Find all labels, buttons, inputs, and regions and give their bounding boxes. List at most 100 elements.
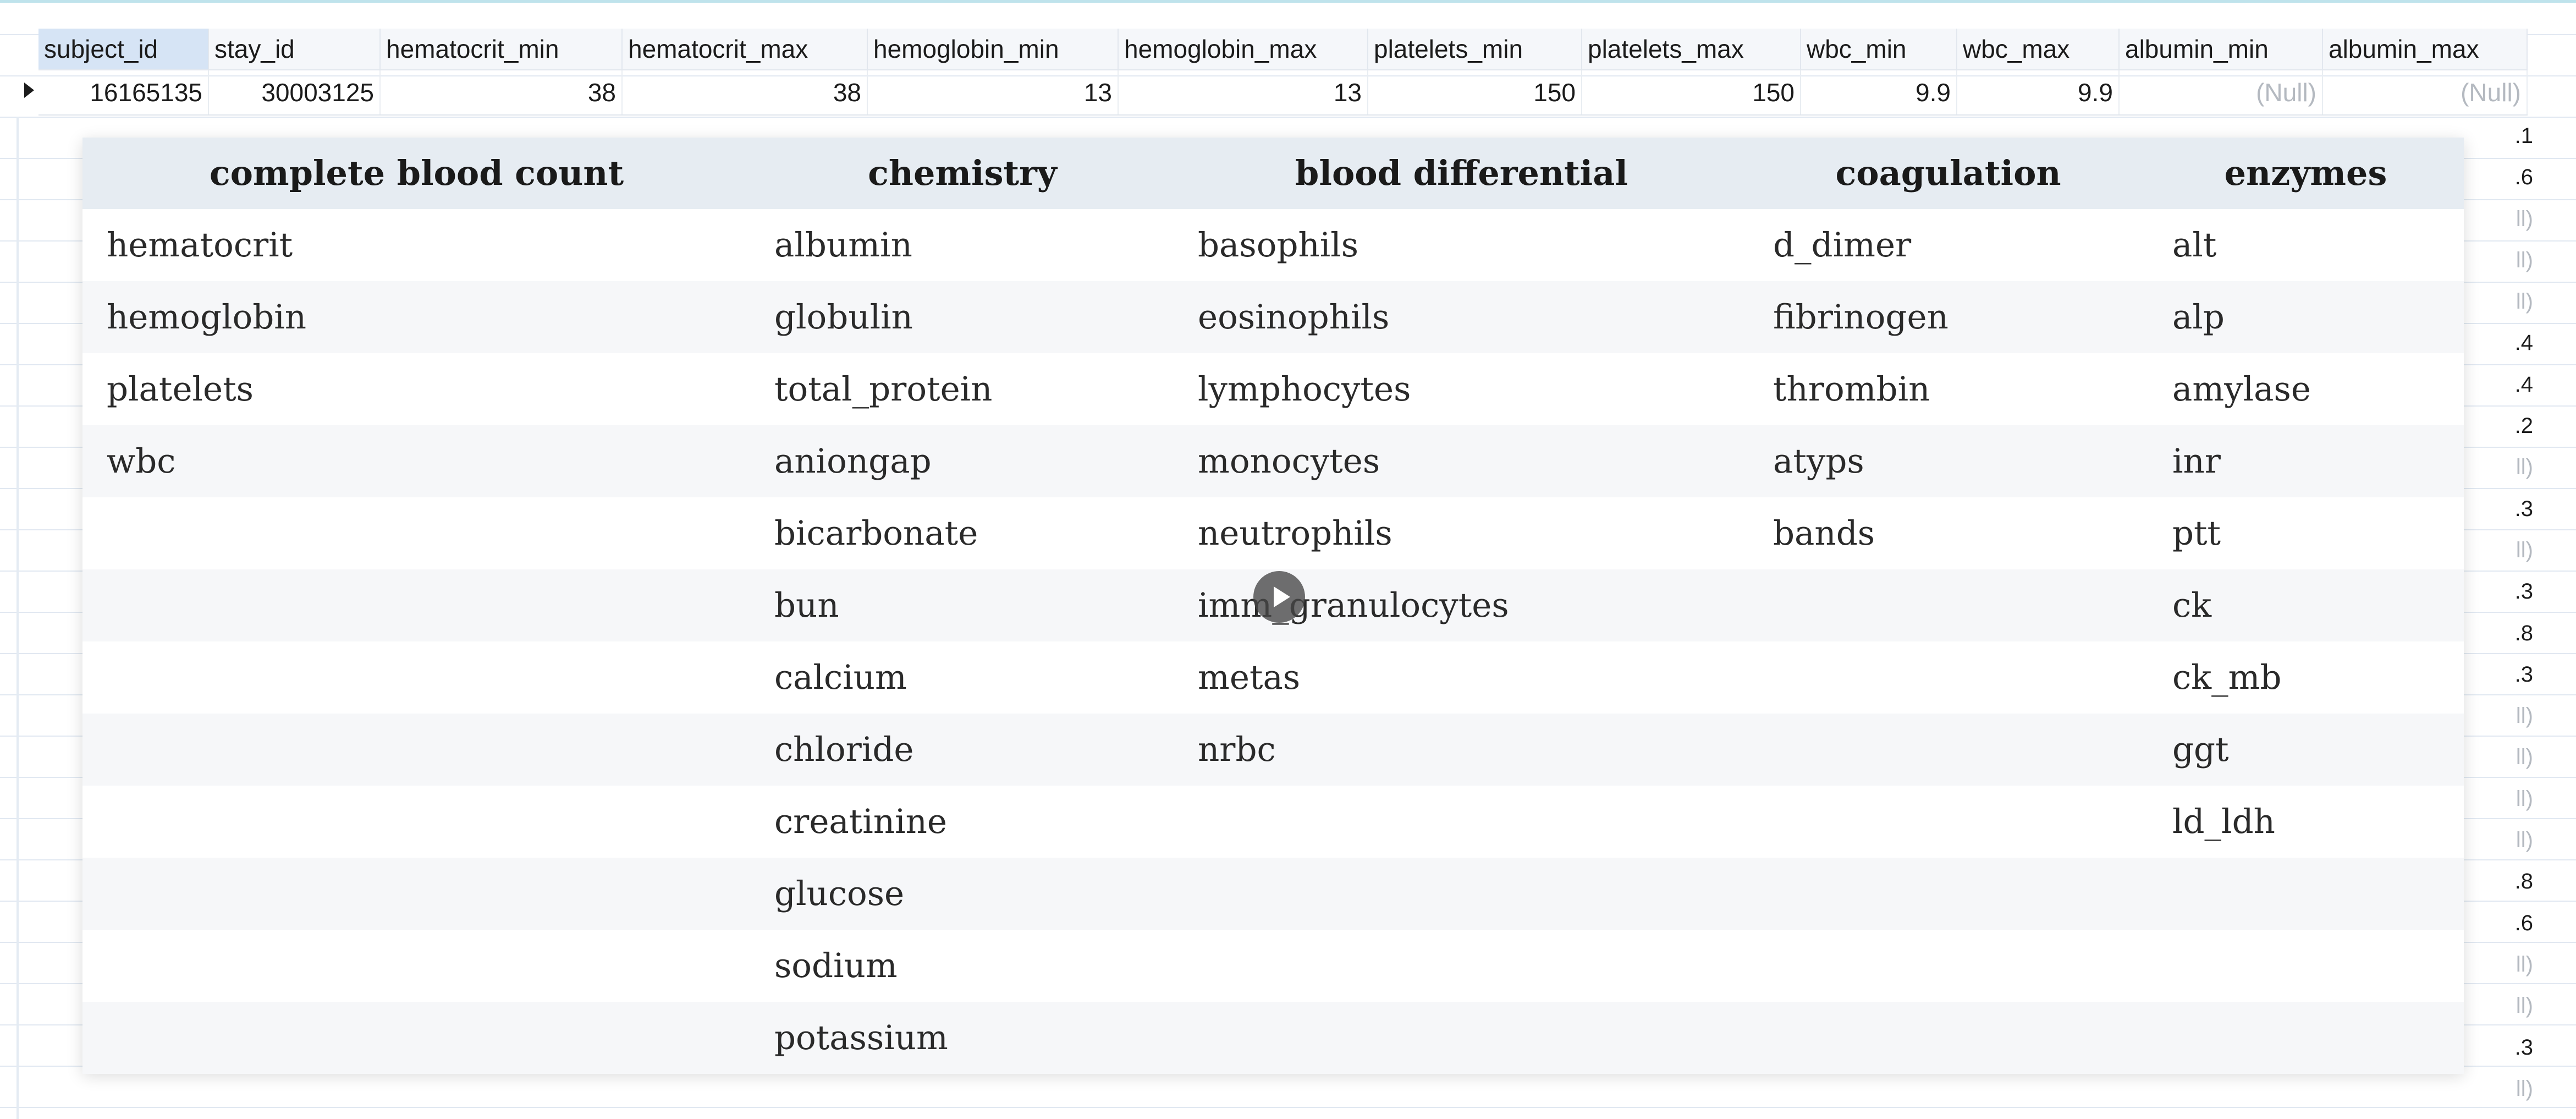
column-header-platelets-max[interactable]: platelets_max xyxy=(1582,29,1801,69)
clipped-cell: ll) xyxy=(2516,786,2533,811)
table-row[interactable]: 16165135 30003125 38 38 13 13 150 150 9.9 9.9 (Nul… xyxy=(38,70,2528,116)
category-header-row: complete blood count chemistry blood diffe… xyxy=(82,138,2464,209)
variable-name: bands xyxy=(1773,514,1875,553)
variable-name: inr xyxy=(2172,442,2221,481)
cell-hemoglobin-min[interactable]: 13 xyxy=(868,70,1119,114)
variable-name: albumin xyxy=(774,226,912,265)
cell-hematocrit-max[interactable]: 38 xyxy=(623,70,868,114)
clipped-cell: .2 xyxy=(2514,414,2533,438)
column-header-hematocrit-max[interactable]: hematocrit_max xyxy=(623,29,868,69)
lab-category-table: complete blood count chemistry blood diffe… xyxy=(82,138,2464,1074)
category-header-enzymes: enzymes xyxy=(2224,153,2387,193)
variable-name: wbc xyxy=(107,442,176,481)
column-header-wbc-min[interactable]: wbc_min xyxy=(1801,29,1957,69)
cell-wbc-max[interactable]: 9.9 xyxy=(1957,70,2120,114)
column-header-hematocrit-min[interactable]: hematocrit_min xyxy=(381,29,623,69)
clipped-cell: .1 xyxy=(2514,124,2533,148)
table-row: potassium xyxy=(82,1002,2464,1074)
table-row: chloride nrbc ggt xyxy=(82,714,2464,786)
clipped-cell: .4 xyxy=(2514,331,2533,355)
column-header-albumin-max[interactable]: albumin_max xyxy=(2323,29,2528,69)
clipped-cell: ll) xyxy=(2516,704,2533,728)
cell-platelets-max[interactable]: 150 xyxy=(1582,70,1801,114)
variable-name: sodium xyxy=(774,946,898,985)
cell-subject-id[interactable]: 16165135 xyxy=(38,70,209,114)
variable-name: alp xyxy=(2172,298,2225,337)
clipped-cell: .6 xyxy=(2514,165,2533,190)
clipped-cell: .8 xyxy=(2514,869,2533,894)
column-header-hemoglobin-max[interactable]: hemoglobin_max xyxy=(1119,29,1368,69)
grid-header: subject_id stay_id hematocrit_min hematocri… xyxy=(38,29,2528,70)
cell-albumin-max[interactable]: (Null) xyxy=(2323,70,2528,114)
variable-name: eosinophils xyxy=(1198,298,1390,337)
clipped-cell: .3 xyxy=(2514,496,2533,521)
variable-name: alt xyxy=(2172,226,2217,265)
variable-name: thrombin xyxy=(1773,370,1930,409)
top-accent-bar xyxy=(0,0,2576,3)
cell-stay-id[interactable]: 30003125 xyxy=(209,70,381,114)
play-button[interactable] xyxy=(1253,571,1305,623)
play-icon xyxy=(1274,586,1290,607)
variable-name: imm_granulocytes xyxy=(1198,586,1509,625)
variable-name: ld_ldh xyxy=(2172,802,2275,841)
clipped-cell: ll) xyxy=(2516,952,2533,977)
category-header-coagulation: coagulation xyxy=(1835,153,2061,193)
variable-name: total_protein xyxy=(774,370,993,409)
variable-name: nrbc xyxy=(1198,730,1276,769)
cell-albumin-min[interactable]: (Null) xyxy=(2120,70,2323,114)
table-row: platelets total_protein lymphocytes thrombi… xyxy=(82,353,2464,425)
cell-hemoglobin-max[interactable]: 13 xyxy=(1119,70,1368,114)
cell-wbc-min[interactable]: 9.9 xyxy=(1801,70,1957,114)
table-row: creatinine ld_ldh xyxy=(82,786,2464,858)
column-header-hemoglobin-min[interactable]: hemoglobin_min xyxy=(868,29,1119,69)
clipped-cell: ll) xyxy=(2516,994,2533,1018)
clipped-cell: .6 xyxy=(2514,910,2533,935)
variable-name: fibrinogen xyxy=(1773,298,1948,337)
column-header-platelets-min[interactable]: platelets_min xyxy=(1368,29,1582,69)
variable-name: metas xyxy=(1198,658,1301,697)
column-header-stay-id[interactable]: stay_id xyxy=(209,29,381,69)
table-row: calcium metas ck_mb xyxy=(82,641,2464,714)
clipped-cell: ll) xyxy=(2516,745,2533,770)
variable-name: bicarbonate xyxy=(774,514,978,553)
variable-name: globulin xyxy=(774,298,913,337)
variable-name: ck xyxy=(2172,586,2212,625)
variable-name: basophils xyxy=(1198,226,1359,265)
variable-name: lymphocytes xyxy=(1198,370,1411,409)
category-header-complete-blood-count: complete blood count xyxy=(209,153,624,193)
cell-platelets-min[interactable]: 150 xyxy=(1368,70,1582,114)
table-row: glucose xyxy=(82,858,2464,930)
variable-name: bun xyxy=(774,586,839,625)
variable-name: d_dimer xyxy=(1773,226,1912,265)
column-header-wbc-max[interactable]: wbc_max xyxy=(1957,29,2120,69)
column-header-subject-id[interactable]: subject_id xyxy=(38,29,209,69)
variable-name: neutrophils xyxy=(1198,514,1392,553)
clipped-cell: .3 xyxy=(2514,662,2533,687)
clipped-cell: ll) xyxy=(2516,206,2533,231)
column-header-albumin-min[interactable]: albumin_min xyxy=(2120,29,2323,69)
variable-name: calcium xyxy=(774,658,907,697)
variable-name: aniongap xyxy=(774,442,932,481)
variable-name: ptt xyxy=(2172,514,2221,553)
clipped-column-values: .1 .6 ll) ll) ll) .4 .4 .2 ll) .3 ll) .3 .8 .3 ll) ll) l… xyxy=(2484,116,2533,1110)
variable-name: ggt xyxy=(2172,730,2229,769)
current-row-marker-icon xyxy=(24,83,34,98)
clipped-cell: ll) xyxy=(2516,289,2533,314)
variable-name: amylase xyxy=(2172,370,2311,409)
variable-name: platelets xyxy=(107,370,254,409)
variable-name: potassium xyxy=(774,1018,948,1057)
clipped-cell: ll) xyxy=(2516,828,2533,853)
cell-hematocrit-min[interactable]: 38 xyxy=(381,70,623,114)
clipped-cell: .3 xyxy=(2514,579,2533,604)
variable-name: ck_mb xyxy=(2172,658,2282,697)
clipped-cell: .3 xyxy=(2514,1035,2533,1060)
clipped-cell: ll) xyxy=(2516,1076,2533,1101)
clipped-cell: .8 xyxy=(2514,621,2533,645)
table-row: hemoglobin globulin eosinophils fibrinogen a… xyxy=(82,281,2464,353)
clipped-cell: ll) xyxy=(2516,537,2533,562)
variable-name: glucose xyxy=(774,874,905,913)
category-header-chemistry: chemistry xyxy=(868,153,1057,193)
variable-name: atyps xyxy=(1773,442,1864,481)
variable-name: hematocrit xyxy=(107,226,293,265)
category-header-blood-differential: blood differential xyxy=(1295,153,1628,193)
